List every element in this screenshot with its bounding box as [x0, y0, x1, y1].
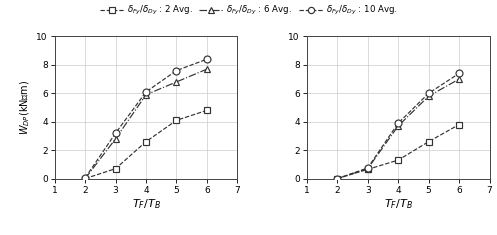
- X-axis label: $T_F/T_B$: $T_F/T_B$: [132, 197, 161, 211]
- Y-axis label: $W_{DP}$(kN・m): $W_{DP}$(kN・m): [18, 80, 32, 135]
- X-axis label: $T_F/T_B$: $T_F/T_B$: [384, 197, 413, 211]
- Legend: $\delta_{Fy}/\delta_{Dy}$ : 2 Avg., $\delta_{Fy}/\delta_{Dy}$ : 6 Avg., $\delta_: $\delta_{Fy}/\delta_{Dy}$ : 2 Avg., $\de…: [100, 4, 397, 17]
